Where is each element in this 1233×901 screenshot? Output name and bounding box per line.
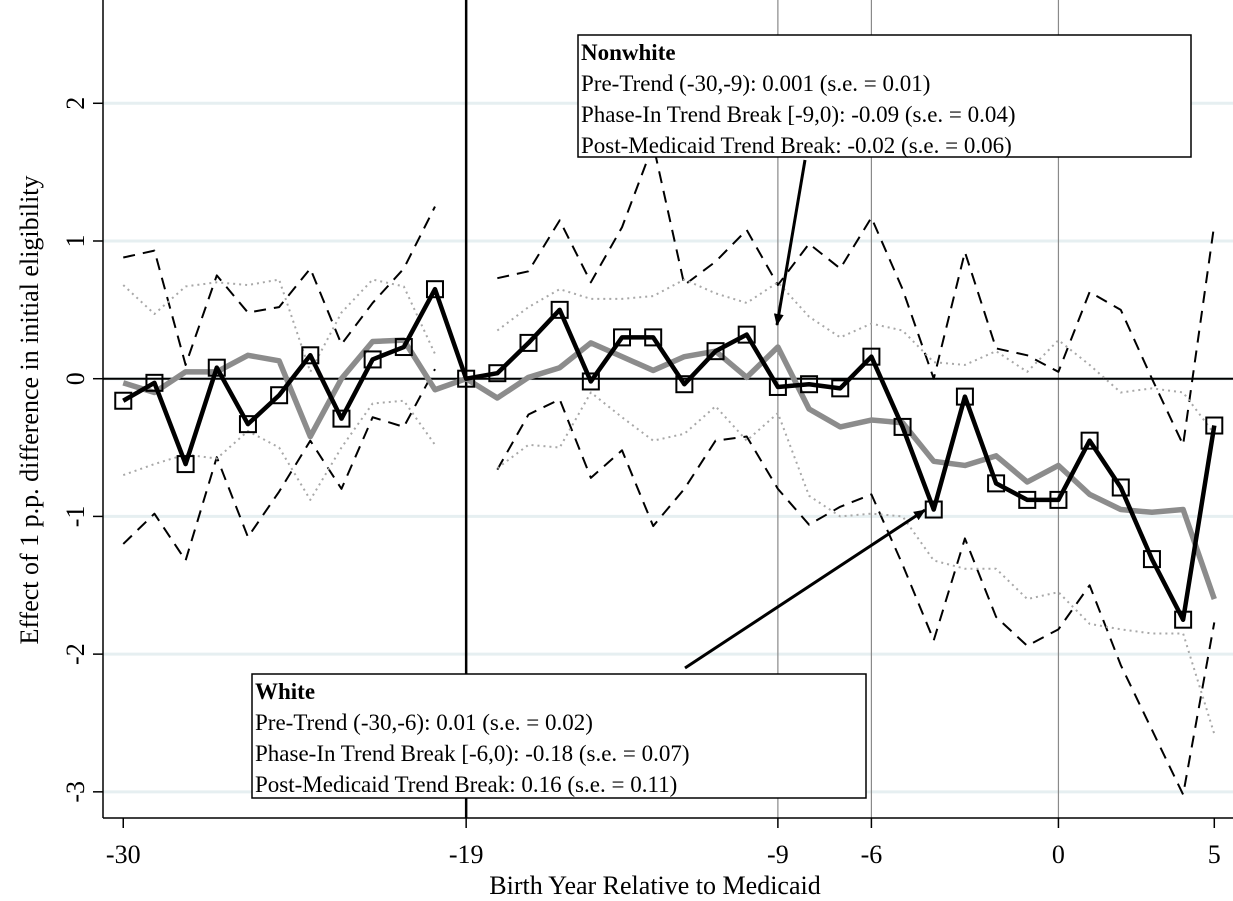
x-tick-label: -6 <box>861 840 883 869</box>
marker <box>425 280 444 299</box>
y-tick-label: -1 <box>61 506 90 528</box>
y-tick-label: 2 <box>61 97 90 110</box>
marker <box>737 325 756 344</box>
series-line <box>122 391 1216 735</box>
annotation-box: Nonwhite Pre-Trend (-30,-9): 0.001 (s.e. … <box>577 34 1192 158</box>
marker <box>706 342 725 361</box>
x-tick-label: 0 <box>1052 840 1065 869</box>
marker <box>800 375 819 394</box>
axes: -3 -2 -1 0 1 2 -30 -19 -9 -6 0 5 <box>61 0 1233 869</box>
marker <box>862 347 881 366</box>
arrow <box>684 508 926 670</box>
marker <box>519 333 538 352</box>
marker <box>270 386 289 405</box>
y-tick-label: -2 <box>61 643 90 665</box>
annotation-box: White Pre-Trend (-30,-6): 0.01 (s.e. = 0.… <box>251 673 867 799</box>
marker <box>176 455 195 474</box>
x-tick-label: -30 <box>106 840 141 869</box>
series-line <box>122 286 1217 622</box>
annotation-line: Pre-Trend (-30,-9): 0.001 (s.e. = 0.01) <box>581 71 930 96</box>
annotation-line: Pre-Trend (-30,-6): 0.01 (s.e. = 0.02) <box>255 710 593 735</box>
marker <box>955 387 974 406</box>
marker <box>394 338 413 357</box>
x-axis-title: Birth Year Relative to Medicaid <box>489 871 820 900</box>
annotation-title: White <box>255 679 315 704</box>
marker <box>1174 610 1193 629</box>
plot-area <box>114 143 1224 796</box>
marker <box>1049 490 1068 509</box>
annotation-frame <box>251 673 867 799</box>
marker <box>644 328 663 347</box>
marker <box>893 417 912 436</box>
marker <box>114 391 133 410</box>
marker <box>987 474 1006 493</box>
series-line <box>123 143 1216 446</box>
y-axis-title: Effect of 1 p.p. difference in initial e… <box>15 175 44 644</box>
annotation-line: Phase-In Trend Break [-9,0): -0.09 (s.e.… <box>581 102 1016 127</box>
y-tick-label: -3 <box>61 781 90 803</box>
annotations: Nonwhite Pre-Trend (-30,-9): 0.001 (s.e. … <box>251 34 1192 799</box>
marker <box>457 369 476 388</box>
arrows <box>684 159 926 670</box>
annotation-line: Post-Medicaid Trend Break: 0.16 (s.e. = … <box>255 772 677 797</box>
marker <box>1205 416 1224 435</box>
marker <box>363 350 382 369</box>
marker <box>488 364 507 383</box>
x-tick-label: -9 <box>767 840 789 869</box>
x-tick-label: -19 <box>449 840 484 869</box>
annotation-line: Phase-In Trend Break [-6,0): -0.18 (s.e.… <box>255 741 690 766</box>
annotation-line: Post-Medicaid Trend Break: -0.02 (s.e. =… <box>581 133 1012 158</box>
marker <box>1018 490 1037 509</box>
marker <box>1142 550 1161 569</box>
series-line <box>122 368 1216 796</box>
y-tick-label: 1 <box>61 234 90 247</box>
marker <box>145 373 164 392</box>
marker <box>207 358 226 377</box>
marker <box>301 346 320 365</box>
marker <box>613 328 632 347</box>
marker <box>550 300 569 319</box>
y-tick-label: 0 <box>61 372 90 385</box>
marker <box>238 415 257 434</box>
annotation-title: Nonwhite <box>581 40 676 65</box>
marker <box>332 409 351 428</box>
marker <box>675 375 694 394</box>
arrow <box>773 159 807 326</box>
marker <box>581 372 600 391</box>
x-tick-label: 5 <box>1208 840 1221 869</box>
marker <box>831 379 850 398</box>
marker <box>1111 478 1130 497</box>
marker <box>768 377 787 396</box>
annotation-frame <box>577 34 1192 158</box>
marker <box>1080 431 1099 450</box>
series-line <box>122 278 1216 435</box>
